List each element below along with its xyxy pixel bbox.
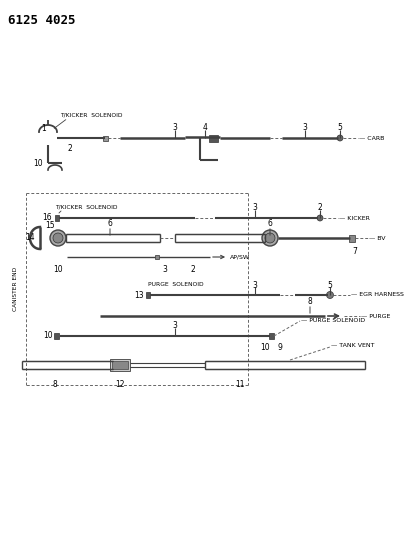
Text: 11: 11: [235, 381, 244, 390]
Text: 6125 4025: 6125 4025: [8, 14, 75, 27]
Text: — TANK VENT: — TANK VENT: [330, 343, 373, 349]
Text: 9: 9: [277, 343, 282, 352]
Text: PURGE  SOLENOID: PURGE SOLENOID: [148, 282, 203, 287]
Circle shape: [50, 230, 66, 246]
Text: 3: 3: [162, 264, 167, 273]
Text: 8: 8: [307, 297, 312, 306]
Bar: [204, 361, 364, 369]
Bar: [175, 234, 264, 242]
Text: 8: 8: [52, 381, 57, 390]
Bar: [112, 361, 128, 369]
Circle shape: [326, 292, 333, 298]
Text: T/KICKER  SOLENOID: T/KICKER SOLENOID: [55, 205, 117, 209]
Text: 4: 4: [202, 123, 207, 132]
Text: 13: 13: [134, 290, 144, 300]
Text: — PURGE: — PURGE: [360, 313, 389, 319]
Bar: [22, 361, 113, 369]
Text: — KICKER: — KICKER: [338, 215, 369, 221]
Bar: [110, 359, 130, 371]
Text: T/KICKER  SOLENOID: T/KICKER SOLENOID: [60, 112, 122, 117]
Text: 1: 1: [42, 124, 46, 133]
Circle shape: [261, 230, 277, 246]
Text: 6: 6: [267, 220, 272, 229]
Circle shape: [53, 233, 63, 243]
Text: — PURGE SOLENOID: — PURGE SOLENOID: [300, 318, 364, 322]
Bar: [209, 134, 218, 141]
Text: — CARB: — CARB: [358, 135, 384, 141]
Circle shape: [336, 135, 342, 141]
Text: 3: 3: [172, 321, 177, 330]
Circle shape: [264, 233, 274, 243]
Bar: [155, 255, 159, 259]
Text: 5: 5: [337, 123, 342, 132]
Text: 3: 3: [252, 280, 257, 289]
Text: — BV: — BV: [368, 236, 384, 240]
Text: 2: 2: [190, 264, 195, 273]
Text: 3: 3: [252, 204, 257, 213]
Circle shape: [316, 215, 322, 221]
Bar: [103, 135, 108, 141]
Text: 10: 10: [53, 264, 63, 273]
Text: 3: 3: [302, 123, 307, 132]
Text: 15: 15: [45, 221, 55, 230]
Text: — EGR HARNESS: — EGR HARNESS: [350, 293, 403, 297]
Text: 3: 3: [172, 123, 177, 132]
Text: 16: 16: [42, 214, 52, 222]
Bar: [146, 292, 150, 298]
Bar: [66, 234, 160, 242]
Text: 5: 5: [327, 280, 332, 289]
Text: CANISTER END: CANISTER END: [13, 267, 18, 311]
Bar: [54, 333, 59, 339]
Text: 14: 14: [25, 233, 35, 243]
Text: 2: 2: [317, 204, 321, 213]
Text: 2: 2: [67, 143, 72, 152]
Text: AP/SW: AP/SW: [229, 254, 249, 260]
Text: 7: 7: [352, 247, 357, 256]
Text: 10: 10: [33, 158, 43, 167]
Text: 10: 10: [260, 343, 269, 352]
Bar: [55, 215, 59, 221]
Bar: [348, 235, 354, 241]
Bar: [269, 333, 274, 339]
Text: 12: 12: [115, 381, 124, 390]
Text: 6: 6: [107, 220, 112, 229]
Text: 10: 10: [43, 332, 53, 341]
